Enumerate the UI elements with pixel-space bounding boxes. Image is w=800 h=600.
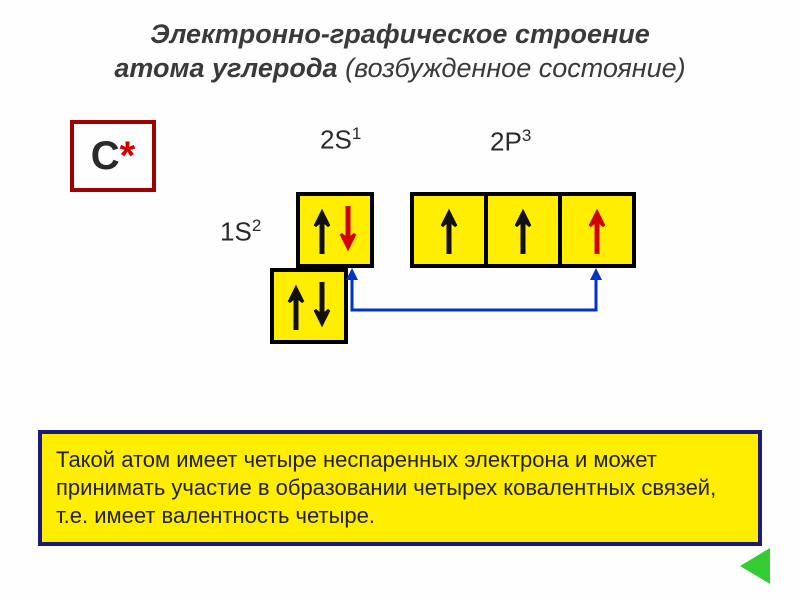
title-line2-sub: (возбужденное состояние): [345, 53, 686, 83]
page-title: Электронно-графическое строение атома уг…: [0, 0, 800, 90]
orbital-label-1s: 1S2: [220, 216, 261, 248]
explanation-text: Такой атом имеет четыре неспаренных элек…: [56, 447, 716, 528]
orbital-box-2p1: [410, 192, 488, 268]
explanation-box: Такой атом имеет четыре неспаренных элек…: [38, 430, 762, 546]
orbital-label-2s: 2S1: [320, 124, 361, 156]
electron-arrow-down: [337, 204, 359, 256]
electron-arrow-up: [512, 204, 534, 256]
title-line1: Электронно-графическое строение: [150, 19, 650, 49]
element-symbol: C: [91, 134, 120, 179]
title-line2-bold: атома углерода: [114, 53, 337, 83]
electron-arrow-down: [311, 280, 333, 332]
electron-arrow-up: [438, 204, 460, 256]
orbital-box-2p3: [558, 192, 636, 268]
electron-arrow-up: [311, 204, 333, 256]
excited-mark: *: [120, 134, 136, 179]
orbital-label-2p: 2P3: [490, 126, 531, 158]
orbital-box-1s: [270, 268, 348, 344]
orbital-box-2s: [296, 192, 374, 268]
prev-slide-button[interactable]: [740, 548, 770, 584]
electron-arrow-up: [586, 204, 608, 256]
orbital-box-2p2: [484, 192, 562, 268]
element-symbol-box: C*: [70, 120, 156, 192]
electron-arrow-up: [285, 280, 307, 332]
